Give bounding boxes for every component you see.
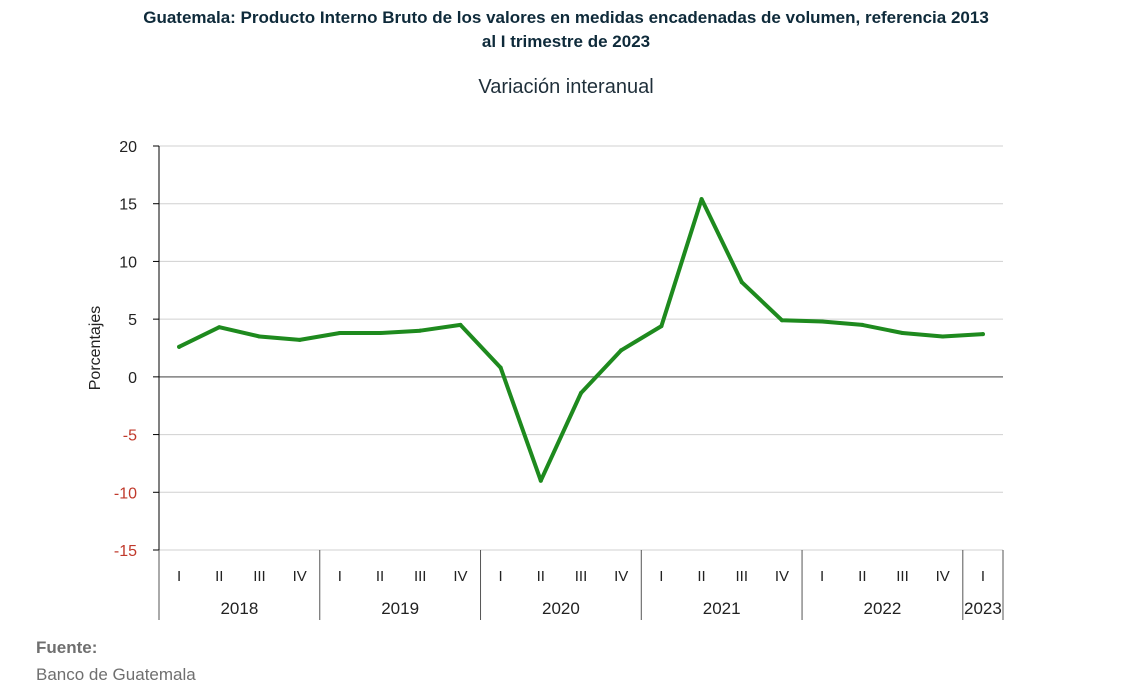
x-tick-label: I — [499, 568, 503, 585]
data-point — [257, 334, 262, 339]
data-point — [980, 332, 985, 337]
data-point — [699, 197, 704, 202]
chart-subtitle: Variación interanual — [478, 76, 654, 98]
data-point — [418, 328, 423, 333]
data-point — [659, 324, 664, 329]
year-label: 2018 — [220, 599, 258, 618]
x-tick-label: III — [896, 568, 909, 585]
x-tick-label: II — [537, 568, 545, 585]
x-tick-label: IV — [936, 568, 950, 585]
data-point — [458, 322, 463, 327]
y-tick-label: -5 — [123, 428, 137, 445]
data-point — [940, 334, 945, 339]
x-tick-label: II — [376, 568, 384, 585]
y-tick-label: -10 — [114, 485, 137, 502]
chart-title: Guatemala: Producto Interno Bruto de los… — [0, 6, 1132, 54]
year-label: 2021 — [703, 599, 741, 618]
data-point — [619, 348, 624, 353]
x-tick-label: I — [820, 568, 824, 585]
x-tick-label: II — [858, 568, 866, 585]
x-tick-label: III — [414, 568, 427, 585]
data-point — [297, 337, 302, 342]
data-point — [820, 319, 825, 324]
data-point — [378, 330, 383, 335]
y-tick-label: 0 — [128, 370, 137, 387]
x-tick-label: IV — [293, 568, 307, 585]
x-tick-label: I — [659, 568, 663, 585]
data-point — [860, 322, 865, 327]
x-tick-label: II — [697, 568, 705, 585]
y-tick-label: 20 — [119, 139, 137, 156]
data-point — [779, 318, 784, 323]
data-point — [900, 330, 905, 335]
data-point — [739, 280, 744, 285]
y-tick-label: 15 — [119, 197, 137, 214]
chart-title-line-2: al I trimestre de 2023 — [481, 32, 651, 51]
data-point — [337, 330, 342, 335]
year-label: 2020 — [542, 599, 580, 618]
x-tick-label: IV — [453, 568, 467, 585]
x-tick-label: I — [338, 568, 342, 585]
y-axis-label: Porcentajes — [87, 306, 104, 391]
data-point — [177, 344, 182, 349]
chart-title-line-1: Guatemala: Producto Interno Bruto de los… — [143, 8, 989, 27]
x-tick-label: I — [177, 568, 181, 585]
y-tick-label: -15 — [114, 543, 137, 560]
year-label: 2022 — [864, 599, 902, 618]
data-point — [579, 391, 583, 396]
year-label: 2019 — [381, 599, 419, 618]
source-label: Fuente: — [36, 638, 98, 657]
x-tick-label: III — [253, 568, 266, 585]
source-name: Banco de Guatemala — [36, 665, 196, 684]
x-tick-label: IV — [614, 568, 628, 585]
x-tick-label: IV — [775, 568, 789, 585]
x-tick-label: III — [575, 568, 588, 585]
x-tick-label: I — [981, 568, 985, 585]
x-tick-label: III — [736, 568, 749, 585]
data-point — [498, 365, 503, 370]
y-tick-label: 10 — [119, 254, 137, 271]
data-point — [217, 325, 222, 330]
year-label: 2023 — [964, 599, 1002, 618]
y-tick-label: 5 — [128, 312, 137, 329]
data-point — [538, 478, 543, 483]
x-tick-label: II — [215, 568, 223, 585]
